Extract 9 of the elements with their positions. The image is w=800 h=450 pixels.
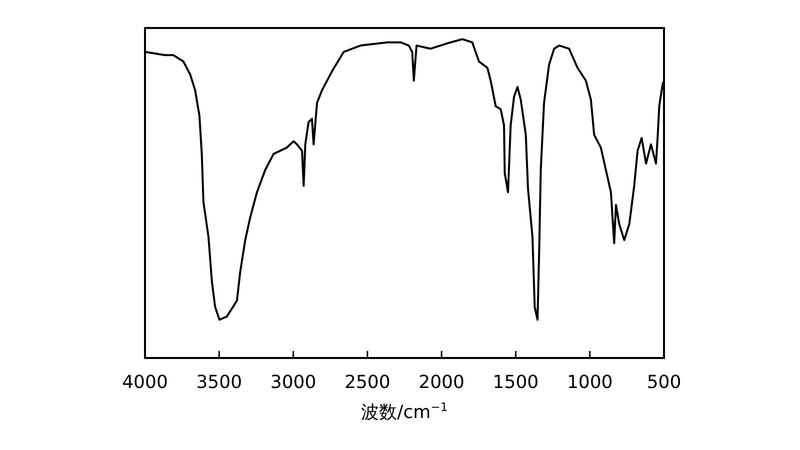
x-tick-label: 1500 — [492, 372, 539, 393]
x-tick-label: 2500 — [344, 372, 390, 393]
x-tick-label: 3500 — [196, 372, 242, 393]
x-tick-label: 500 — [646, 372, 682, 393]
x-axis-title: 波数/cm$^{−1}$ — [361, 400, 448, 423]
x-tick-label: 2000 — [418, 372, 464, 393]
x-tick-label: 4000 — [122, 372, 168, 393]
x-tick-label: 3000 — [270, 372, 316, 393]
x-tick-label: 1000 — [566, 372, 613, 393]
